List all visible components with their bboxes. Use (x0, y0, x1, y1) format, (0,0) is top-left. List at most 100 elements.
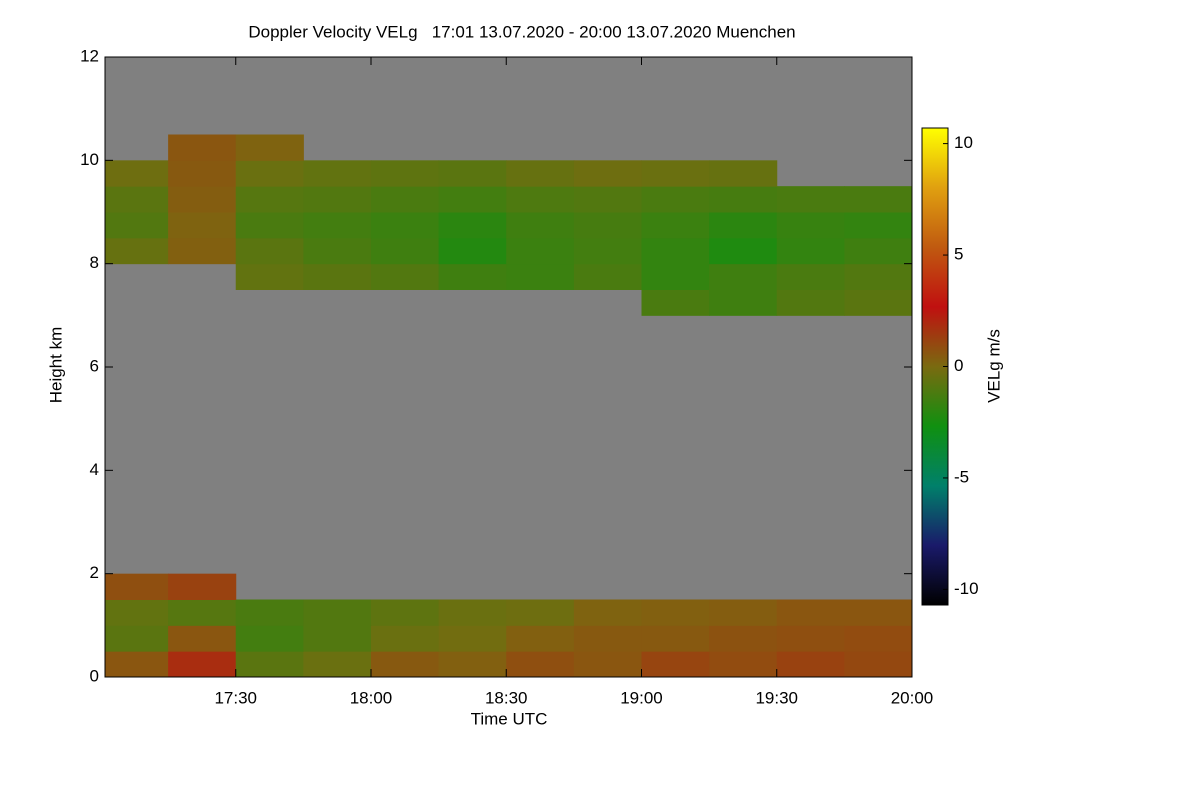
heatmap-cell (303, 625, 372, 652)
heatmap-cell (844, 599, 913, 626)
heatmap-cell (235, 237, 304, 265)
heatmap-cell (506, 160, 575, 187)
y-axis-label: Height km (46, 327, 65, 404)
heatmap-cell (438, 651, 507, 678)
heatmap-cell (235, 186, 304, 213)
x-tick-label: 18:30 (485, 688, 528, 707)
colorbar-tick-label: 10 (954, 133, 973, 152)
heatmap-cell (168, 651, 237, 678)
heatmap-cell (438, 186, 507, 213)
heatmap-cell (641, 651, 710, 678)
heatmap-cell (105, 237, 169, 265)
heatmap-cell (235, 625, 304, 652)
y-tick-label: 0 (90, 666, 99, 685)
heatmap-cell (776, 186, 845, 213)
y-tick-label: 8 (90, 253, 99, 272)
heatmap-cell (573, 186, 642, 213)
heatmap-cell (303, 651, 372, 678)
x-axis-label: Time UTC (471, 709, 548, 728)
heatmap-cell (709, 599, 778, 626)
heatmap-cell (235, 212, 304, 239)
heatmap-cell (776, 212, 845, 239)
x-tick-label: 20:00 (891, 688, 934, 707)
heatmap-cell (573, 625, 642, 652)
heatmap-cell (641, 237, 710, 265)
heatmap-cell (506, 651, 575, 678)
heatmap-cell (303, 186, 372, 213)
heatmap-cell (641, 212, 710, 239)
heatmap-cell (506, 237, 575, 265)
heatmap-cell (506, 263, 575, 290)
heatmap-cell (573, 651, 642, 678)
y-tick-label: 4 (90, 460, 99, 479)
heatmap-cell (844, 212, 913, 239)
heatmap-cell (303, 212, 372, 239)
y-tick-label: 12 (80, 46, 99, 65)
heatmap-cell (438, 160, 507, 187)
heatmap-cell (105, 599, 169, 626)
heatmap-cell (438, 625, 507, 652)
heatmap-cell (641, 263, 710, 290)
heatmap-cell (370, 237, 440, 265)
heatmap-cell (235, 134, 304, 161)
heatmap-cell (573, 263, 642, 290)
y-tick-label: 2 (90, 563, 99, 582)
heatmap-cell (168, 186, 237, 213)
heatmap-cell (438, 263, 507, 290)
heatmap-cell (105, 186, 169, 213)
heatmap-cell (105, 625, 169, 652)
heatmap-cell (370, 160, 440, 187)
heatmap-cell (168, 212, 237, 239)
heatmap-cell (844, 237, 913, 265)
heatmap-cell (168, 134, 237, 161)
heatmap-cell (641, 599, 710, 626)
heatmap-cell (844, 263, 913, 290)
colorbar-tick-label: -5 (954, 467, 969, 486)
heatmap-cell (709, 289, 778, 316)
colorbar-tick-label: -10 (954, 579, 979, 598)
heatmap-cell (641, 289, 710, 316)
heatmap-cell (370, 599, 440, 626)
heatmap-cell (709, 160, 778, 187)
heatmap-cell (235, 599, 304, 626)
heatmap-cell (105, 573, 169, 600)
heatmap-cell (105, 212, 169, 239)
heatmap-cell (370, 625, 440, 652)
heatmap-cell (844, 625, 913, 652)
heatmap-cell (168, 237, 237, 265)
heatmap-cell (168, 160, 237, 187)
colorbar-label: VELg m/s (984, 329, 1003, 403)
heatmap-cell (776, 237, 845, 265)
heatmap-cell (235, 160, 304, 187)
heatmap-cell (776, 263, 845, 290)
heatmap-cell (776, 599, 845, 626)
heatmap-cell (506, 599, 575, 626)
heatmap-cell (303, 599, 372, 626)
heatmap-cell (844, 651, 913, 678)
heatmap-cell (370, 212, 440, 239)
heatmap-cell (438, 237, 507, 265)
heatmap-cell (573, 212, 642, 239)
heatmap-cell (370, 263, 440, 290)
heatmap-cell (573, 237, 642, 265)
heatmap-cell (709, 625, 778, 652)
heatmap-cell (105, 651, 169, 678)
heatmap-cell (235, 263, 304, 290)
heatmap-cell (776, 651, 845, 678)
heatmap-cell (641, 186, 710, 213)
y-tick-label: 6 (90, 356, 99, 375)
heatmap-cell (709, 263, 778, 290)
heatmap-cell (506, 625, 575, 652)
heatmap-cell (641, 160, 710, 187)
heatmap-cell (303, 263, 372, 290)
y-tick-label: 10 (80, 150, 99, 169)
heatmap-cell (709, 237, 778, 265)
heatmap-cell (105, 160, 169, 187)
heatmap-cell (168, 573, 237, 600)
heatmap-cell (641, 625, 710, 652)
x-tick-label: 19:30 (755, 688, 798, 707)
heatmap-cell (776, 625, 845, 652)
x-tick-label: 18:00 (350, 688, 393, 707)
heatmap-cell (303, 237, 372, 265)
